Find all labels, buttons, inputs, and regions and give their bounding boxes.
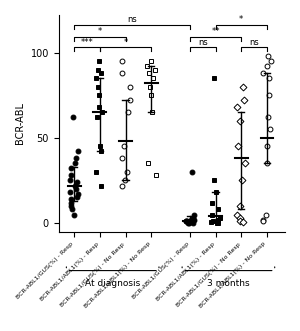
Text: *: * (98, 27, 102, 36)
Text: ns: ns (198, 37, 208, 47)
Text: ***: *** (81, 37, 93, 47)
Y-axis label: BCR-ABL: BCR-ABL (15, 102, 25, 144)
Text: ns: ns (249, 37, 259, 47)
Text: 3 months: 3 months (207, 279, 250, 288)
Text: At diagnosis: At diagnosis (85, 279, 140, 288)
Text: *: * (123, 37, 128, 47)
Text: *: * (239, 15, 243, 24)
Text: **: ** (211, 27, 220, 36)
Text: ns: ns (127, 15, 137, 24)
